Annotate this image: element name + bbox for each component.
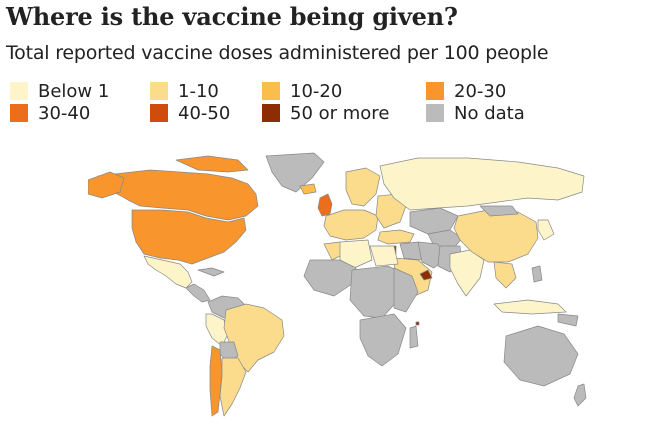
chart-title: Where is the vaccine being given? [6, 2, 458, 31]
region-indonesia [493, 299, 567, 315]
region-southeast-asia [493, 261, 517, 289]
legend-label-no-data: No data [454, 102, 525, 124]
region-arctic-islands [175, 155, 249, 173]
region-philippines [531, 265, 543, 283]
legend-item-40-50: 40-50 [150, 102, 230, 124]
region-peru [205, 313, 229, 347]
legend-item-1-10: 1-10 [150, 80, 219, 102]
region-kazakhstan [409, 207, 459, 235]
legend-swatch-10-20 [262, 82, 280, 100]
legend-label-40-50: 40-50 [178, 102, 231, 124]
chart-subtitle: Total reported vaccine doses administere… [6, 42, 549, 64]
legend-item-20-30: 20-30 [426, 80, 506, 102]
legend-swatch-50-or-more [262, 104, 280, 122]
region-russia [379, 157, 585, 211]
legend-label-20-30: 20-30 [454, 80, 507, 102]
legend-item-no-data: No data [426, 102, 525, 124]
region-united-kingdom [317, 193, 333, 217]
legend-label-10-20: 10-20 [290, 80, 343, 102]
legend-swatch-20-30 [426, 82, 444, 100]
region-east-asia-islands [537, 219, 555, 241]
legend-item-10-20: 10-20 [262, 80, 342, 102]
legend-item-50-or-more: 50 or more [262, 102, 389, 124]
region-east-africa [393, 267, 419, 313]
region-new-zealand [573, 383, 587, 407]
legend: Below 1 1-10 10-20 20-30 30-40 40-50 50 … [10, 80, 570, 126]
region-mongolia [479, 205, 519, 217]
legend-label-1-10: 1-10 [178, 80, 219, 102]
region-scandinavia [345, 167, 381, 207]
region-caribbean [197, 267, 225, 277]
region-chile [209, 345, 223, 417]
legend-swatch-1-10 [150, 82, 168, 100]
legend-swatch-40-50 [150, 104, 168, 122]
region-australia [503, 325, 579, 387]
legend-label-30-40: 30-40 [38, 102, 91, 124]
region-turkey [377, 229, 415, 245]
region-central-africa [349, 265, 405, 319]
region-papua-new-guinea [557, 313, 579, 327]
region-seychelles [415, 321, 420, 326]
region-algeria [339, 239, 373, 269]
region-uae [419, 269, 433, 281]
region-libya-egypt [369, 245, 399, 267]
region-canada [97, 169, 259, 221]
legend-item-30-40: 30-40 [10, 102, 90, 124]
legend-label-below-1: Below 1 [38, 80, 110, 102]
legend-label-50-or-more: 50 or more [290, 102, 390, 124]
legend-swatch-no-data [426, 104, 444, 122]
region-central-america [185, 283, 211, 303]
region-united-states [131, 209, 247, 265]
world-map [88, 152, 587, 417]
legend-swatch-below-1 [10, 82, 28, 100]
legend-item-below-1: Below 1 [10, 80, 109, 102]
region-iceland [299, 183, 317, 195]
region-madagascar [409, 325, 419, 349]
region-greenland [265, 152, 325, 193]
region-southern-africa [359, 313, 407, 367]
region-alaska [88, 171, 125, 199]
legend-swatch-30-40 [10, 104, 28, 122]
region-india [449, 249, 485, 297]
region-west-africa [303, 259, 357, 297]
region-argentina [219, 357, 247, 417]
region-western-europe [323, 209, 379, 241]
region-brazil [223, 303, 285, 373]
